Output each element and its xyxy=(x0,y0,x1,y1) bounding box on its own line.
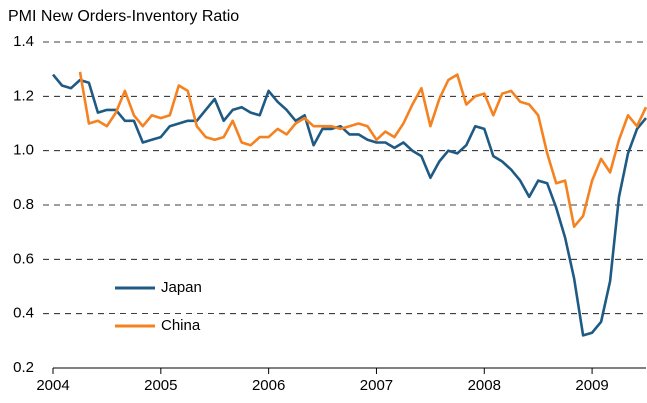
x-tick-label: 2008 xyxy=(468,377,501,394)
chart-title: PMI New Orders-Inventory Ratio xyxy=(8,8,239,25)
y-tick-label: 0.8 xyxy=(13,196,34,213)
x-tick-label: 2005 xyxy=(144,377,177,394)
y-tick-label: 0.4 xyxy=(13,305,34,322)
x-tick-label: 2006 xyxy=(252,377,285,394)
x-tick-label: 2004 xyxy=(36,377,69,394)
legend-label: China xyxy=(161,317,201,334)
legend-label: Japan xyxy=(161,279,202,296)
line-series xyxy=(78,71,647,228)
x-tick-label: 2009 xyxy=(575,377,608,394)
y-tick-label: 1.0 xyxy=(13,142,34,159)
y-tick-label: 0.2 xyxy=(13,359,34,376)
x-tick-label: 2007 xyxy=(360,377,393,394)
line-series xyxy=(51,73,647,337)
y-tick-label: 0.6 xyxy=(13,250,34,267)
y-tick-label: 1.4 xyxy=(13,33,34,50)
y-tick-label: 1.2 xyxy=(13,87,34,104)
